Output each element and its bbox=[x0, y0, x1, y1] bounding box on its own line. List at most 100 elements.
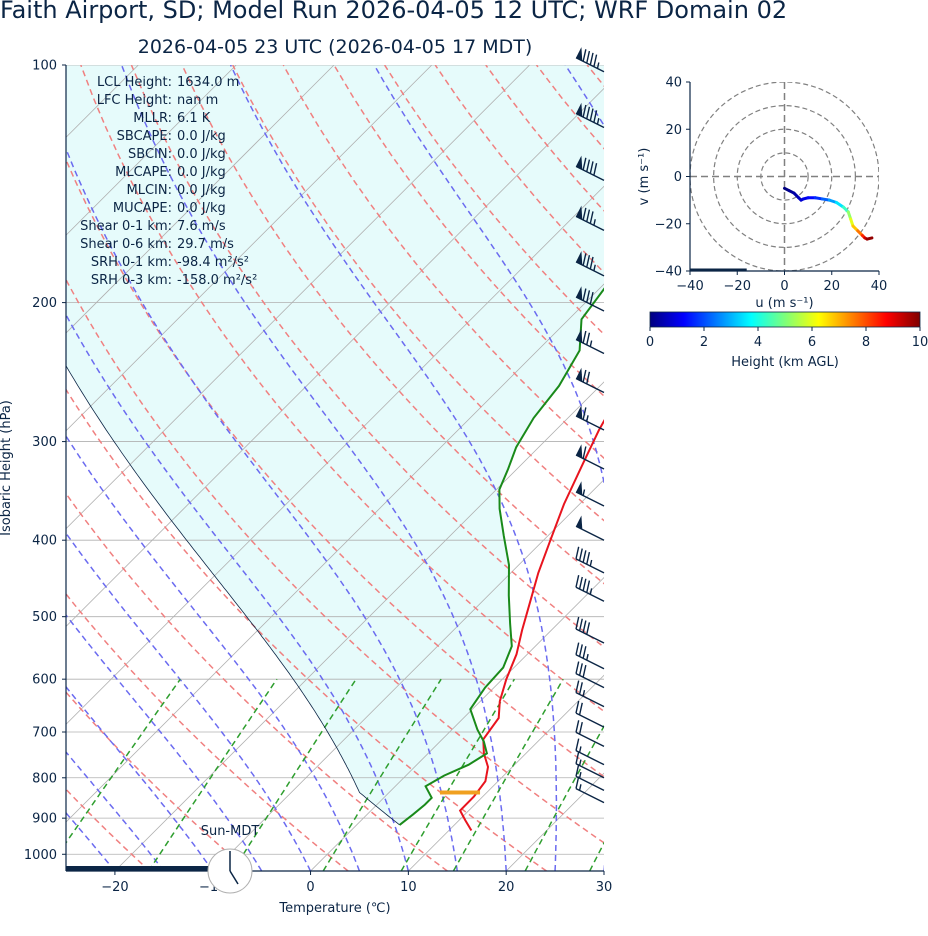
dry-adiabat bbox=[282, 65, 604, 460]
sub-title: 2026-04-05 23 UTC (2026-04-05 17 MDT) bbox=[137, 36, 533, 58]
isotherm-gridline bbox=[66, 283, 604, 823]
colorbar-label: Height (km AGL) bbox=[731, 355, 839, 370]
wind-barb bbox=[575, 481, 605, 507]
index-label: LCL Height: bbox=[97, 75, 172, 90]
dry-adiabat bbox=[66, 592, 349, 871]
wind-barb-staff bbox=[575, 654, 605, 670]
wind-barb-feather bbox=[586, 159, 591, 172]
x-axis-label: Temperature (℃) bbox=[278, 901, 390, 916]
wind-barb bbox=[575, 776, 605, 804]
wind-barb-feather bbox=[589, 161, 594, 174]
hodograph-y-tick-label: 0 bbox=[674, 170, 682, 185]
dry-adiabat bbox=[80, 65, 604, 713]
wind-barb-feather bbox=[582, 49, 587, 62]
wind-barb-flag bbox=[576, 481, 583, 496]
y-axis-label: Isobaric Height (hPa) bbox=[0, 400, 14, 536]
wind-barb-feather bbox=[575, 776, 580, 789]
wind-barb-feather bbox=[586, 209, 591, 222]
wind-barb-half-feather bbox=[589, 340, 593, 347]
wind-barb-half-feather bbox=[586, 415, 589, 422]
hodograph-y-label: v (m s⁻¹) bbox=[637, 148, 652, 206]
wind-barb bbox=[575, 738, 605, 766]
wind-barb-feather bbox=[586, 580, 591, 593]
y-tick-label: 200 bbox=[32, 296, 57, 311]
colorbar: 0 2 4 6 8 10 Height (km AGL) bbox=[646, 311, 928, 370]
dry-adiabat bbox=[739, 65, 928, 871]
wind-barb-feather bbox=[582, 578, 587, 591]
wind-barb bbox=[575, 515, 605, 541]
wind-barb-feather bbox=[575, 680, 580, 693]
wind-barb bbox=[575, 286, 605, 312]
main-title: Faith Airport, SD; Model Run 2026-04-05 … bbox=[0, 0, 788, 24]
index-value: 6.1 K bbox=[177, 111, 211, 126]
x-tick-label: 0 bbox=[306, 880, 314, 895]
wind-barb-feather bbox=[582, 157, 587, 171]
wind-barb-half-feather bbox=[586, 653, 589, 661]
index-value: 0.0 J/kg bbox=[177, 201, 226, 216]
sun-bar bbox=[66, 866, 230, 871]
y-tick-label: 900 bbox=[32, 812, 57, 827]
y-tick-label: 600 bbox=[32, 673, 57, 688]
mixing-ratio-line bbox=[232, 678, 357, 871]
wind-barb-flag bbox=[576, 405, 583, 420]
parcel-trace bbox=[66, 364, 400, 826]
hodograph-y-tick-label: 20 bbox=[665, 123, 682, 138]
colorbar-tick-label: 0 bbox=[646, 335, 654, 350]
colorbar-tick-label: 10 bbox=[912, 335, 928, 350]
dry-adiabat bbox=[66, 691, 250, 871]
plot-area bbox=[66, 65, 928, 871]
index-label: MLCIN: bbox=[127, 183, 172, 198]
wind-barb-flag bbox=[576, 286, 583, 301]
wind-barb-feather bbox=[586, 106, 591, 120]
wind-barb-flag bbox=[576, 367, 583, 382]
wind-barb-staff bbox=[575, 750, 605, 766]
index-label: LFC Height: bbox=[97, 93, 172, 108]
wind-barb-half-feather bbox=[596, 62, 600, 69]
x-tick-label: 30 bbox=[596, 880, 613, 895]
wind-barb-staff bbox=[575, 731, 605, 748]
wind-barb-half-feather bbox=[593, 264, 596, 271]
y-tick-label: 300 bbox=[32, 435, 57, 450]
mixing-ratio-line bbox=[148, 678, 278, 871]
index-label: MUCAPE: bbox=[113, 201, 172, 216]
index-label: SRH 0-1 km: bbox=[91, 255, 172, 270]
dry-adiabat bbox=[232, 65, 604, 522]
wind-barb-half-feather bbox=[578, 784, 582, 791]
wind-barb bbox=[575, 405, 605, 431]
y-tick-label: 400 bbox=[32, 534, 57, 549]
wind-barb-feather bbox=[575, 546, 580, 560]
dry-adiabat bbox=[840, 65, 928, 871]
wind-barb-staff bbox=[575, 712, 605, 728]
mixing-ratio-line bbox=[637, 679, 735, 871]
y-tick-label: 1000 bbox=[24, 848, 57, 863]
dry-adiabat bbox=[790, 65, 928, 871]
wind-barb-feather bbox=[586, 332, 591, 345]
wind-barb-flag bbox=[576, 515, 583, 530]
index-value: 0.0 J/kg bbox=[177, 147, 226, 162]
wind-barb-half-feather bbox=[578, 772, 582, 779]
wind-barb-feather bbox=[589, 108, 594, 121]
wind-barb-staff bbox=[575, 491, 605, 507]
wind-barb-feather bbox=[582, 550, 587, 563]
wind-barb-feather bbox=[586, 622, 591, 635]
wind-barb-staff bbox=[575, 454, 605, 470]
colorbar-tick-label: 4 bbox=[754, 335, 762, 350]
wind-barb-half-feather bbox=[596, 118, 600, 125]
mixing-ratio-line bbox=[524, 724, 604, 871]
isotherm-gridline bbox=[603, 870, 604, 871]
hodograph-x-tick-label: −20 bbox=[724, 279, 751, 294]
wind-barb bbox=[575, 155, 605, 181]
moist-adiabat bbox=[66, 434, 361, 871]
wind-barb-half-feather bbox=[593, 219, 596, 226]
wind-barb-feather bbox=[586, 290, 591, 303]
wind-barb-feather bbox=[589, 291, 594, 305]
wind-barb bbox=[575, 251, 605, 277]
wind-barb-flag bbox=[576, 444, 583, 459]
wind-barb-feather bbox=[582, 207, 587, 221]
wind-barb-flag bbox=[576, 102, 583, 117]
wind-barb-feather bbox=[575, 700, 580, 714]
wind-barb-flag bbox=[576, 47, 583, 61]
dry-adiabat bbox=[66, 788, 151, 871]
x-tick-label: 10 bbox=[400, 880, 417, 895]
sun-indicator: Sun-MDT bbox=[66, 824, 259, 894]
